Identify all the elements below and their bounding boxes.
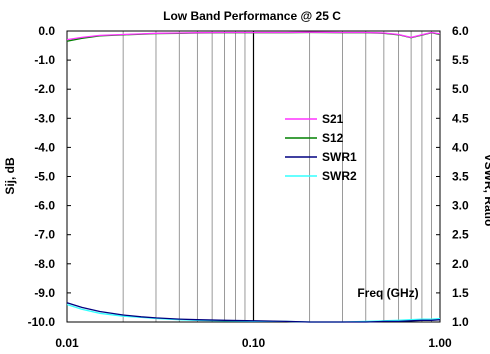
y-left-tick-label: -5.0 (34, 170, 55, 184)
y-right-tick-label: 2.5 (452, 228, 469, 242)
y-left-tick-label: -4.0 (34, 140, 55, 154)
y-left-tick-label: -2.0 (34, 82, 55, 96)
y-right-tick-labels: 6.0 5.5 5.0 4.5 4.0 3.5 3.0 2.5 2.0 1.5 1.0 (436, 24, 469, 329)
y-left-tick-labels: 0.0 -1.0 -2.0 -3.0 -4.0 -5.0 -6.0 -7.0 -8.0 -9.0 -… (28, 24, 71, 329)
x-tick-label: 1.00 (428, 336, 452, 350)
y-right-tick-label: 3.5 (452, 170, 469, 184)
x-tick-label: 0.01 (55, 336, 79, 350)
legend: S21 S12 SWR1 SWR2 (285, 112, 357, 183)
y-left-tick-label: -8.0 (34, 257, 55, 271)
y-left-tick-label: 0.0 (38, 24, 55, 38)
legend-label-s12: S12 (322, 131, 344, 145)
y-left-tick-label: -6.0 (34, 199, 55, 213)
legend-label-swr1: SWR1 (322, 150, 357, 164)
y-right-tick-label: 4.0 (452, 140, 469, 154)
y-right-tick-label: 5.0 (452, 82, 469, 96)
chart-title: Low Band Performance @ 25 C (163, 9, 341, 23)
y-right-tick-label: 1.0 (452, 315, 469, 329)
legend-label-swr2: SWR2 (322, 169, 357, 183)
y-right-tick-label: 3.0 (452, 199, 469, 213)
vertical-grid (122, 31, 432, 322)
y-right-tick-label: 2.0 (452, 257, 469, 271)
y-axis-right-label: VSWR, Ratio (482, 154, 490, 227)
series-layer (66, 31, 441, 323)
y-left-tick-label: -3.0 (34, 111, 55, 125)
y-left-tick-label: -9.0 (34, 286, 55, 300)
y-left-tick-label: -7.0 (34, 228, 55, 242)
series-line-s21 (66, 31, 441, 41)
x-tick-labels: 0.01 0.10 1.00 (55, 336, 452, 350)
y-right-tick-label: 4.5 (452, 111, 469, 125)
y-right-tick-label: 5.5 (452, 53, 469, 67)
y-right-tick-label: 1.5 (452, 286, 469, 300)
y-left-tick-label: -10.0 (28, 315, 56, 329)
y-right-tick-label: 6.0 (452, 24, 469, 38)
y-left-tick-label: -1.0 (34, 53, 55, 67)
y-axis-left-label: Sij, dB (3, 157, 17, 195)
series-line-swr1 (66, 302, 441, 323)
legend-label-s21: S21 (322, 112, 344, 126)
x-tick-label: 0.10 (242, 336, 266, 350)
x-axis-annotation: Freq (GHz) (357, 286, 418, 300)
